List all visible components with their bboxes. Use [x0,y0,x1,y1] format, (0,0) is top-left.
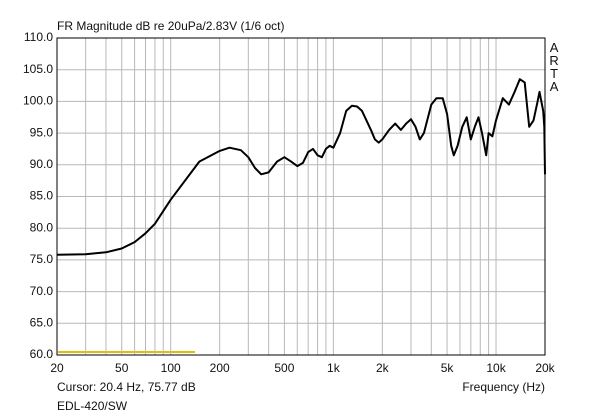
x-tick-label: 100 [161,361,181,375]
y-tick-label: 110.0 [24,30,53,44]
x-tick-label: 1k [327,361,341,375]
y-tick-label: 85.0 [30,189,54,203]
y-tick-label: 75.0 [30,252,54,266]
watermark: ARTA [547,40,562,92]
y-tick-label: 70.0 [30,284,54,298]
x-axis-label: Frequency (Hz) [462,380,545,394]
x-tick-label: 500 [274,361,294,375]
device-name: EDL-420/SW [57,399,128,413]
response-curve [56,78,546,256]
y-tick-label: 100.0 [23,94,53,108]
y-tick-label: 80.0 [30,220,54,234]
x-tick-label: 20k [535,361,555,375]
x-tick-label: 5k [441,361,455,375]
x-tick-label: 50 [115,361,129,375]
x-tick-label: 20 [50,361,64,375]
chart-title: FR Magnitude dB re 20uPa/2.83V (1/6 oct) [57,19,284,33]
y-tick-label: 95.0 [30,125,54,139]
cursor-readout: Cursor: 20.4 Hz, 75.77 dB [57,380,196,394]
x-tick-label: 2k [376,361,390,375]
y-tick-label: 105.0 [23,62,53,76]
y-tick-label: 60.0 [30,347,54,361]
x-tick-label: 10k [486,361,506,375]
plot-frame [56,37,546,356]
y-tick-label: 90.0 [30,157,54,171]
x-tick-label: 200 [210,361,230,375]
y-tick-label: 65.0 [30,315,54,329]
